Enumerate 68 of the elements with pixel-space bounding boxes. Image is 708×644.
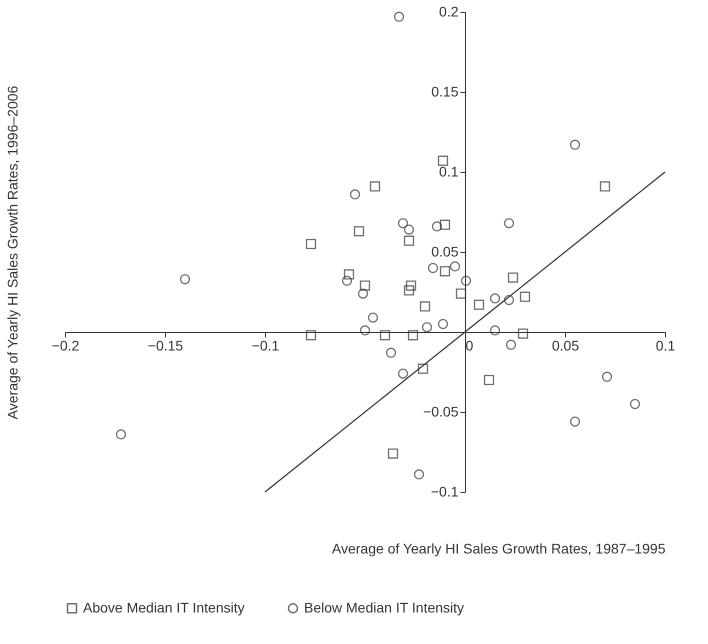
point xyxy=(414,469,424,480)
point xyxy=(370,181,380,192)
point xyxy=(602,372,612,382)
point xyxy=(360,325,370,336)
legend-label: Above Median IT Intensity xyxy=(83,599,245,616)
point xyxy=(508,272,518,283)
x-tick-label: 0.05 xyxy=(552,338,580,354)
point xyxy=(420,301,430,312)
point xyxy=(438,156,448,166)
point xyxy=(438,318,448,330)
point xyxy=(398,368,408,379)
x-axis-title: Average of Yearly HI Sales Growth Rates, 1987–1995 xyxy=(332,540,666,556)
y-tick-label: −0.1 xyxy=(430,484,459,500)
point xyxy=(440,220,450,230)
point xyxy=(450,261,460,272)
point xyxy=(342,276,352,286)
x-tick-label: −0.1 xyxy=(252,338,280,354)
point xyxy=(404,236,414,246)
point xyxy=(306,238,316,250)
y-axis-title: Average of Yearly HI Sales Growth Rates, 1996–2006 xyxy=(4,85,20,420)
point xyxy=(350,189,360,200)
y-tick-label: 0.15 xyxy=(431,84,459,100)
point xyxy=(368,312,378,323)
x-tick-label: 0 xyxy=(466,338,474,354)
point xyxy=(428,262,438,274)
point xyxy=(504,294,514,306)
point xyxy=(490,325,500,336)
point xyxy=(380,330,390,340)
point xyxy=(388,448,398,459)
y-tick-label: 0.05 xyxy=(431,244,459,260)
y-tick-label: 0.2 xyxy=(439,4,459,20)
point xyxy=(306,330,316,340)
point xyxy=(506,340,516,350)
point xyxy=(354,226,364,236)
point xyxy=(406,280,416,291)
point xyxy=(180,274,190,284)
point xyxy=(518,328,528,339)
point xyxy=(600,181,610,192)
point xyxy=(386,348,396,358)
point xyxy=(504,218,514,228)
point xyxy=(474,300,484,310)
point xyxy=(440,266,450,276)
point xyxy=(490,293,500,304)
point xyxy=(520,292,530,302)
x-tick-label: 0.1 xyxy=(656,338,676,354)
point xyxy=(418,364,428,374)
point xyxy=(360,280,370,291)
point xyxy=(408,330,418,340)
point xyxy=(456,288,466,299)
point xyxy=(394,12,404,22)
y-tick-label: 0.1 xyxy=(439,164,459,180)
point xyxy=(630,398,640,410)
legend-label: Below Median IT Intensity xyxy=(304,599,464,616)
point xyxy=(422,322,432,332)
x-tick-label: −0.2 xyxy=(52,338,80,354)
y-tick-label: −0.05 xyxy=(423,404,459,420)
point xyxy=(116,429,126,440)
point xyxy=(358,288,368,299)
x-tick-label: −0.15 xyxy=(148,338,184,354)
point xyxy=(404,285,414,296)
point xyxy=(460,276,472,286)
point xyxy=(570,140,580,150)
point xyxy=(398,218,408,228)
point xyxy=(404,224,414,235)
point xyxy=(344,269,354,280)
point xyxy=(432,221,442,232)
point xyxy=(570,416,580,427)
point xyxy=(484,374,494,386)
